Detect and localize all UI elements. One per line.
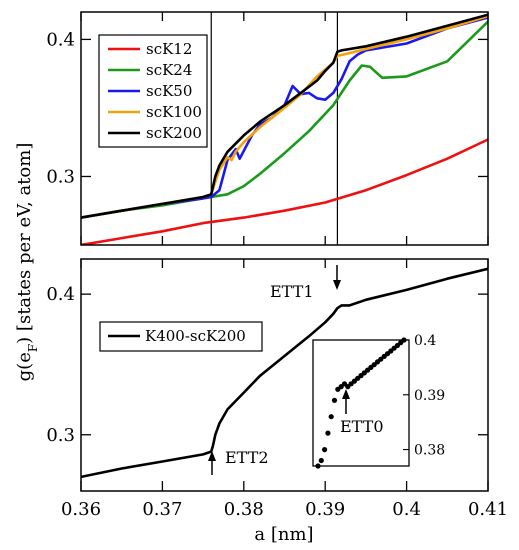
inset-point-0 <box>315 463 321 469</box>
x-tick-label-2: 0.38 <box>224 499 264 520</box>
inset-point-4 <box>328 414 334 420</box>
series-line-scK12 <box>81 138 488 245</box>
inset-ticks: 0.38 0.39 0.4 <box>403 333 445 459</box>
legend-label-scK12: scK12 <box>146 40 192 58</box>
top-ytick-label-1: 0.4 <box>46 29 75 50</box>
inset-point-5 <box>331 397 338 403</box>
inset-point-3 <box>325 430 331 436</box>
top-plot-frame <box>80 11 489 246</box>
inset-frame <box>312 339 410 467</box>
bottom-panel: 0.3 0.4 0.36 0.37 0.38 0.39 0.4 0.41 K400-scK20… <box>46 258 508 520</box>
series-line-scK200 <box>81 13 488 219</box>
bottom-ytick-label-1: 0.4 <box>46 284 75 305</box>
legend-label-K400-scK200: K400-scK200 <box>145 327 246 345</box>
y-axis-label-subscript: F <box>26 344 40 352</box>
bottom-ytick-label-0: 0.3 <box>46 425 75 446</box>
annotation-ett2-arrowhead <box>208 451 216 461</box>
inset-point-2 <box>322 447 328 453</box>
top-ytick-label-0: 0.3 <box>46 166 75 187</box>
inset-point-1 <box>318 457 324 464</box>
x-tick-label-3: 0.39 <box>305 499 345 520</box>
legend-label-scK100: scK100 <box>146 103 202 121</box>
top-series-lines <box>81 13 488 245</box>
top-legend: scK12 scK24 scK50 scK100 scK200 <box>98 34 208 148</box>
legend-label-scK24: scK24 <box>146 61 192 79</box>
x-tick-label-0: 0.36 <box>61 499 101 520</box>
bottom-axis-ticks: 0.3 0.4 0.36 0.37 0.38 0.39 0.4 0.41 <box>46 259 508 520</box>
inset-ytick-label-2: 0.4 <box>414 333 436 349</box>
x-tick-label-4: 0.4 <box>392 499 421 520</box>
annotation-ett2-label: ETT2 <box>225 448 269 467</box>
x-tick-label-1: 0.37 <box>142 499 182 520</box>
series-line-scK50 <box>81 16 488 219</box>
inset-arrowhead <box>342 389 350 399</box>
x-tick-label-5: 0.41 <box>468 499 508 520</box>
annotation-ett2: ETT2 <box>208 448 269 475</box>
inset-points <box>315 337 407 469</box>
bottom-legend: K400-scK200 <box>99 321 263 352</box>
series-line-K400-scK200 <box>81 267 488 479</box>
top-panel: 0.3 0.4 scK12 scK24 scK50 scK100 scK200 <box>46 11 489 246</box>
top-axis-ticks: 0.3 0.4 <box>46 12 489 245</box>
annotation-ett1-label: ETT1 <box>270 282 314 301</box>
y-axis-label: g(eF) [states per eV, atom] <box>14 143 40 382</box>
legend-label-scK200: scK200 <box>146 124 202 142</box>
annotation-ett1: ETT1 <box>270 265 341 301</box>
bottom-series-lines <box>81 267 488 479</box>
inset-annotation-ett0: ETT0 <box>340 417 384 436</box>
inset-plot: 0.38 0.39 0.4 ETT0 <box>312 333 445 469</box>
x-axis-label: a [nm] <box>254 524 313 545</box>
inset-ytick-label-1: 0.39 <box>414 388 445 404</box>
top-vertical-lines <box>210 12 339 245</box>
bottom-plot-frame <box>80 258 489 492</box>
inset-ytick-label-0: 0.38 <box>414 443 445 459</box>
annotation-ett1-arrowhead <box>333 280 341 290</box>
legend-label-scK50: scK50 <box>146 82 192 100</box>
